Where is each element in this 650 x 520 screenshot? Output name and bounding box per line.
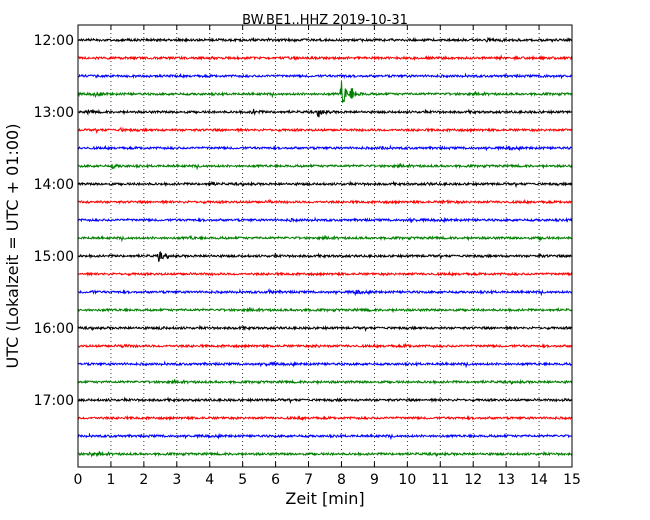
x-tick-label: 9 [370, 472, 379, 488]
trace-line-1245 [77, 80, 573, 103]
trace-line-1400 [77, 180, 573, 189]
y-axis-label: UTC (Lokalzeit = UTC + 01:00) [3, 124, 22, 369]
x-tick-label: 3 [172, 472, 181, 488]
x-tick-label: 4 [205, 472, 214, 488]
x-tick-label: 5 [238, 472, 247, 488]
trace-line-1215 [77, 54, 573, 62]
x-tick-label: 8 [337, 472, 346, 488]
axis-ticks: 0 1 2 3 4 5 6 7 8 9 10 11 12 13 14 1512:0013:0014:0015:… [34, 25, 581, 488]
x-tick-label: 2 [139, 472, 148, 488]
x-axis-label: Zeit [min] [285, 489, 364, 508]
x-tick-label: 6 [271, 472, 280, 488]
trace-line-1415 [77, 198, 572, 206]
trace-line-1330 [77, 144, 573, 152]
y-tick-label: 15:00 [34, 249, 74, 265]
y-tick-label: 16:00 [34, 321, 74, 337]
trace-line-1730 [77, 432, 573, 441]
trace-line-1345 [77, 163, 573, 171]
y-tick-label: 17:00 [34, 393, 74, 409]
y-tick-label: 14:00 [34, 177, 74, 193]
trace-line-1630 [77, 360, 573, 369]
trace-line-1515 [77, 270, 573, 278]
x-tick-label: 14 [530, 472, 548, 488]
y-tick-label: 13:00 [34, 105, 74, 121]
x-tick-label: 1 [106, 472, 115, 488]
trace-line-1200 [77, 36, 573, 44]
x-tick-label: 11 [431, 472, 449, 488]
x-tick-label: 10 [398, 472, 416, 488]
trace-line-1430 [77, 216, 573, 224]
plot-frame [77, 24, 573, 468]
grid-lines [110, 25, 540, 467]
x-tick-label: 12 [464, 472, 482, 488]
x-tick-label: 15 [563, 472, 581, 488]
trace-line-1715 [77, 415, 573, 422]
chart-title: BW.BE1..HHZ 2019-10-31 [242, 13, 408, 28]
trace-line-1230 [77, 72, 573, 80]
trace-line-1530 [77, 287, 573, 297]
trace-line-1545 [77, 306, 573, 314]
x-tick-label: 13 [497, 472, 515, 488]
trace-line-1500 [77, 251, 573, 263]
trace-line-1445 [77, 235, 573, 243]
x-tick-label: 7 [304, 472, 313, 488]
y-tick-label: 12:00 [34, 33, 74, 49]
trace-line-1315 [77, 126, 573, 135]
trace-line-1745 [77, 450, 573, 458]
trace-line-1300 [77, 108, 573, 118]
trace-line-1615 [77, 342, 573, 350]
x-tick-label: 0 [74, 472, 83, 488]
trace-line-1600 [77, 324, 573, 333]
trace-line-1700 [77, 396, 573, 405]
traces [77, 36, 573, 458]
trace-line-1645 [77, 378, 573, 386]
